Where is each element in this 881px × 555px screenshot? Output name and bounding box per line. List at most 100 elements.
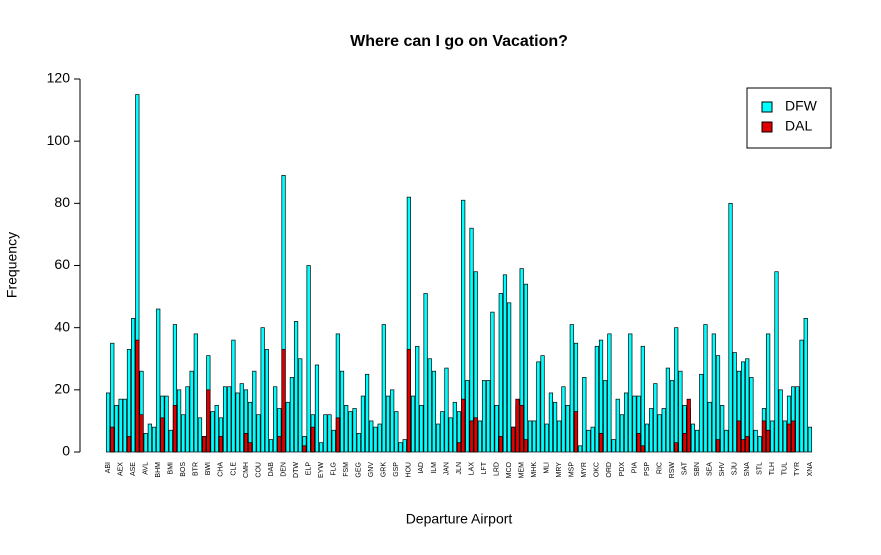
bar xyxy=(260,327,265,453)
bar xyxy=(578,445,583,453)
y-tick-label: 100 xyxy=(47,132,71,148)
bar xyxy=(774,271,779,453)
bar xyxy=(611,439,616,453)
bar xyxy=(114,405,119,453)
bar xyxy=(323,414,328,453)
bar xyxy=(695,429,700,453)
bar xyxy=(289,377,294,453)
bar xyxy=(168,429,173,453)
bar xyxy=(352,408,357,453)
bar xyxy=(469,420,474,453)
x-tick-label: GNV xyxy=(368,462,375,478)
bar xyxy=(298,358,303,453)
bar xyxy=(649,408,654,453)
bar xyxy=(348,411,353,453)
bar xyxy=(519,405,524,453)
x-tick-label: XNA xyxy=(807,462,814,477)
bar xyxy=(410,395,416,453)
bar xyxy=(473,417,478,453)
x-tick-label: LAX xyxy=(468,462,475,476)
bar xyxy=(745,436,750,453)
bar xyxy=(273,386,278,453)
bar xyxy=(565,405,570,453)
x-tick-label: ILM xyxy=(431,462,438,474)
bar xyxy=(740,361,746,453)
bar xyxy=(281,349,286,453)
bar xyxy=(377,423,382,453)
x-tick-label: BMI xyxy=(168,462,175,475)
bar xyxy=(715,439,721,453)
bar xyxy=(448,417,453,453)
bar xyxy=(678,370,683,453)
y-tick-label: 0 xyxy=(62,443,70,459)
bar xyxy=(653,383,658,453)
bar xyxy=(218,436,223,453)
x-tick-label: MLI xyxy=(544,462,551,474)
x-tick-label: LFT xyxy=(481,461,488,474)
x-tick-label: BHM xyxy=(155,462,162,478)
bar xyxy=(552,401,558,453)
bar xyxy=(682,433,687,453)
bar xyxy=(770,420,775,453)
bar xyxy=(256,414,261,453)
bar xyxy=(147,423,152,453)
bar xyxy=(365,373,370,453)
bar xyxy=(406,349,411,453)
bar xyxy=(561,386,566,453)
bar xyxy=(243,433,249,453)
x-tick-label: MHK xyxy=(531,462,538,478)
bar xyxy=(511,426,516,453)
bar xyxy=(720,405,725,453)
x-tick-label: LRD xyxy=(493,462,500,476)
x-tick-label: AVL xyxy=(143,462,150,475)
bar xyxy=(544,423,549,453)
bar xyxy=(189,370,194,453)
bar xyxy=(193,333,198,453)
bar xyxy=(523,439,528,453)
x-tick-label: CHA xyxy=(218,462,225,477)
x-tick-label: SNA xyxy=(744,462,751,477)
bar xyxy=(569,324,574,453)
x-tick-label: CLE xyxy=(230,462,237,476)
bar xyxy=(452,401,457,453)
bar xyxy=(431,370,437,453)
x-tick-label: ELP xyxy=(305,462,312,476)
bar xyxy=(728,202,733,453)
x-tick-label: SBN xyxy=(694,462,701,476)
bar xyxy=(515,398,520,453)
y-tick-label: 120 xyxy=(47,70,71,86)
bar xyxy=(419,405,424,453)
bar xyxy=(540,355,545,453)
bar xyxy=(807,426,813,453)
bar xyxy=(507,302,512,453)
x-tick-label: RIC xyxy=(656,462,663,474)
bar xyxy=(131,317,136,453)
bar xyxy=(640,345,645,453)
bar xyxy=(335,417,340,453)
bar xyxy=(640,445,645,453)
bar xyxy=(661,408,666,453)
bar xyxy=(782,420,787,453)
x-tick-label: GRK xyxy=(381,462,388,478)
bar xyxy=(394,411,399,453)
bar xyxy=(390,389,395,453)
bar xyxy=(465,380,470,453)
bar xyxy=(498,293,503,453)
bar xyxy=(657,414,662,453)
x-tick-label: EYW xyxy=(318,462,325,478)
x-tick-label: DEN xyxy=(280,462,287,477)
x-tick-label: TUL xyxy=(782,462,789,475)
bar xyxy=(302,445,307,453)
x-tick-label: FLG xyxy=(331,462,338,476)
bar xyxy=(277,436,282,453)
x-tick-label: TYR xyxy=(794,462,801,476)
bar xyxy=(319,442,324,453)
bar xyxy=(749,377,754,453)
y-tick-label: 20 xyxy=(54,381,70,397)
bar xyxy=(227,386,232,453)
y-tick-label: 80 xyxy=(54,194,70,210)
bar xyxy=(427,358,432,453)
x-tick-label: ABI xyxy=(105,462,112,473)
bar xyxy=(736,420,741,453)
x-tick-label: TLH xyxy=(769,462,776,475)
